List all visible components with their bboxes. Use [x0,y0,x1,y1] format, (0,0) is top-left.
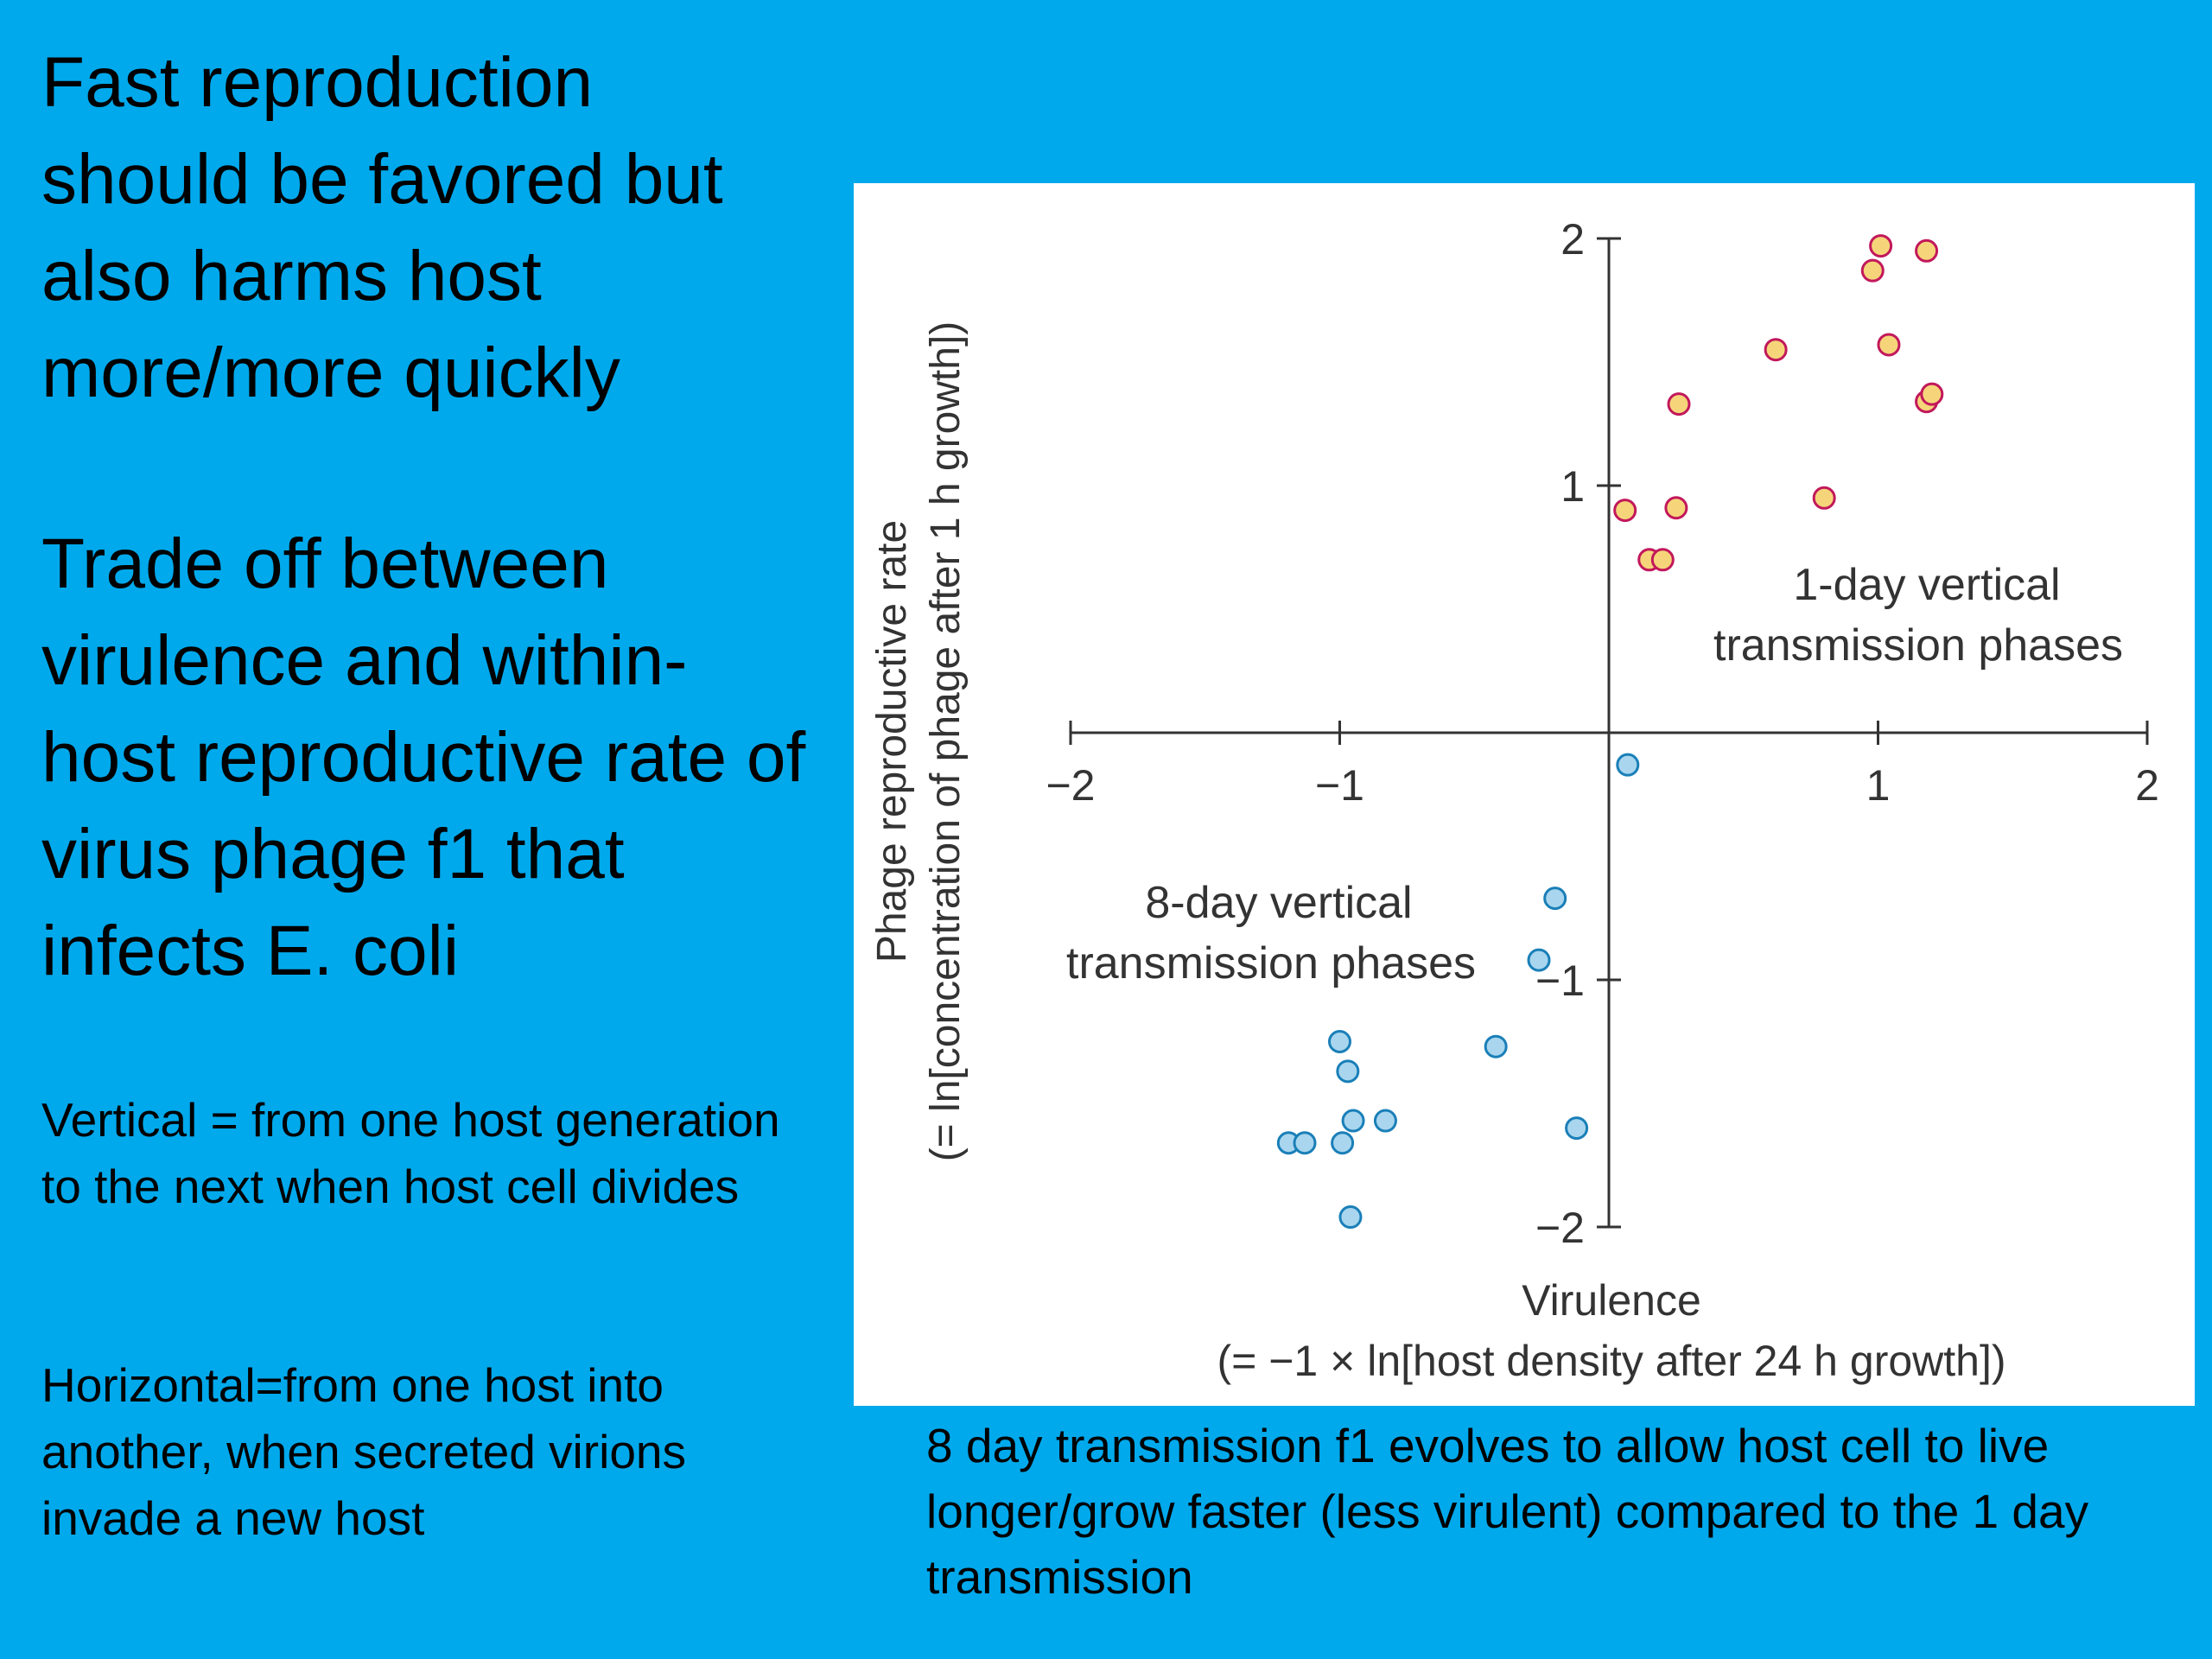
eight-day-point [1484,1034,1508,1058]
chart-points [1276,234,1944,1230]
heading-trade-off: Trade off between virulence and within-h… [41,516,819,1000]
one-day-point [1915,238,1939,263]
eight-day-point [1331,1131,1355,1155]
y-tick-label: −2 [1535,1204,1585,1252]
x-tick-label: 2 [2135,761,2159,810]
y-axis-label-sub: (= ln[concentration of phage after 1 h g… [923,321,969,1162]
eight-day-point [1527,948,1551,972]
x-tick-label: −2 [1046,761,1095,810]
chart-axes [1071,238,2147,1227]
x-axis-label-sub: (= −1 × ln[host density after 24 h growt… [1217,1337,2005,1385]
chart-ticks: −2 −1 1 221−1−2 [1046,215,2158,1252]
eight-day-point [1565,1116,1589,1141]
eight-day-point [1328,1030,1351,1053]
annotation-8day-line1: 8-day vertical [1145,878,1412,928]
one-day-point [1667,392,1691,416]
one-day-point [1764,338,1788,362]
one-day-point [1812,486,1836,510]
y-tick-label: 1 [1560,462,1585,511]
y-axis-label: Phage reproductive rate [869,520,915,963]
eight-day-point [1543,887,1567,911]
note-vertical: Vertical = from one host generation to t… [41,1087,819,1220]
scatter-chart: −2 −1 1 221−1−2 Phage reproductive rate (= … [869,215,2159,1385]
one-day-point [1920,382,1944,406]
annotation-1day-line1: 1-day vertical [1793,560,2060,610]
eight-day-point [1336,1059,1360,1084]
chart-caption: 8 day transmission f1 evolves to allow h… [926,1419,2089,1604]
one-day-point [1613,499,1637,523]
annotation-1day-line2: transmission phases [1713,620,2123,671]
one-day-point [1869,234,1893,258]
x-tick-label: −1 [1315,761,1364,810]
scatter-chart-panel: −2 −1 1 2 2 1 −1 −2 Phage reproductive rate (= … [854,183,2195,1406]
one-day-point [1877,333,1901,357]
eight-day-point [1293,1131,1317,1155]
one-day-point [1650,548,1675,572]
eight-day-point [1341,1109,1365,1133]
one-day-point [1860,258,1885,283]
y-tick-label: 2 [1560,215,1585,264]
note-vertical-text: Vertical = from one host generation to t… [41,1093,780,1213]
x-tick-label: 1 [1866,761,1891,810]
one-day-point [1664,496,1688,520]
note-horizontal-text: Horizontal=from one host into another, w… [41,1358,686,1545]
eight-day-point [1616,753,1640,777]
heading-fast-reproduction-text: Fast reproduction should be favored but … [41,43,723,412]
heading-fast-reproduction: Fast reproduction should be favored but … [41,35,819,422]
eight-day-point [1338,1205,1363,1230]
eight-day-point [1373,1109,1397,1133]
heading-trade-off-text: Trade off between virulence and within-h… [41,524,806,990]
note-horizontal: Horizontal=from one host into another, w… [41,1352,819,1552]
annotation-8day-line2: transmission phases [1066,938,1476,988]
x-axis-label: Virulence [1522,1276,1701,1325]
